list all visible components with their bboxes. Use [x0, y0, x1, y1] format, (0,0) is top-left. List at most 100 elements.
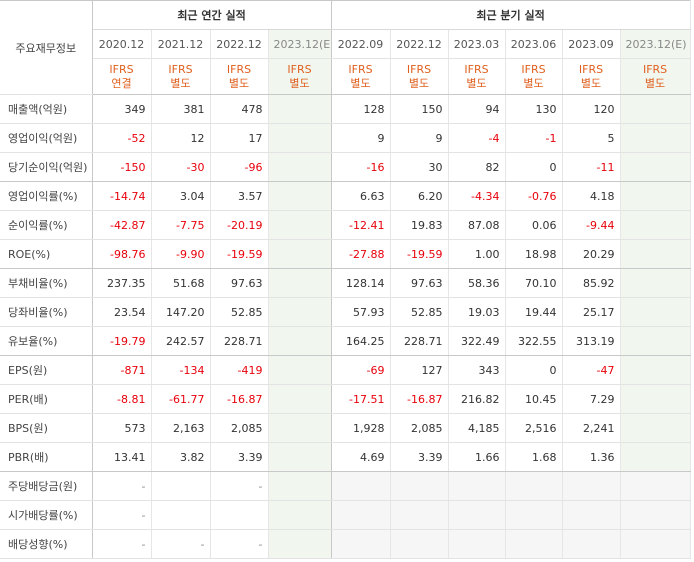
annual-value: 147.20	[151, 297, 211, 327]
annual-value: 52.85	[210, 297, 269, 327]
annual-value: 349	[92, 94, 152, 124]
quarterly-value: -4	[448, 123, 506, 153]
quarterly-empty-cell	[562, 471, 621, 501]
period-header-annual: 2021.12	[151, 29, 211, 59]
annual-value: -14.74	[92, 181, 152, 211]
quarterly-value: 128.14	[331, 268, 391, 298]
quarterly-value: 19.44	[505, 297, 563, 327]
quarterly-value: 228.71	[390, 326, 449, 356]
row-label: EPS(원)	[0, 355, 93, 385]
ifrs-basis-label: 별도	[228, 76, 250, 90]
row-label: 당좌비율(%)	[0, 297, 93, 327]
period-header-quarterly: 2023.03	[448, 29, 506, 59]
quarterly-value: 25.17	[562, 297, 621, 327]
annual-value: -20.19	[210, 210, 269, 240]
annual-value: -	[151, 529, 211, 559]
annual-value: -30	[151, 152, 211, 182]
table-row: 시가배당률(%) -	[0, 500, 691, 530]
quarterly-value	[620, 297, 691, 327]
annual-value: 242.57	[151, 326, 211, 356]
ifrs-basis-label: 별도	[350, 76, 371, 90]
row-label: 당기순이익(억원)	[0, 152, 93, 182]
annual-value: -7.75	[151, 210, 211, 240]
ifrs-basis-label: 별도	[466, 76, 487, 90]
quarterly-value: 18.98	[505, 239, 563, 269]
ifrs-basis-label: 별도	[408, 76, 430, 90]
annual-value: 2,163	[151, 413, 211, 443]
row-label: 시가배당률(%)	[0, 500, 93, 530]
period-header-annual: 2020.12	[92, 29, 152, 59]
quarterly-empty-cell	[390, 471, 449, 501]
row-label: 부채비율(%)	[0, 268, 93, 298]
annual-value: -419	[210, 355, 269, 385]
ifrs-basis-label: 별도	[523, 76, 544, 90]
table-row: 당기순이익(억원) -150 -30 -96 -16 30 82 0 -11	[0, 152, 691, 182]
ifrs-standard-label: IFRS	[578, 62, 604, 76]
annual-value	[268, 413, 332, 443]
annual-value: -	[210, 471, 269, 501]
quarterly-value: 1.36	[562, 442, 621, 472]
quarterly-empty-cell	[331, 471, 391, 501]
quarterly-value: 19.83	[390, 210, 449, 240]
quarterly-value: -9.44	[562, 210, 621, 240]
annual-value: -8.81	[92, 384, 152, 414]
annual-value: 13.41	[92, 442, 152, 472]
quarterly-value: -12.41	[331, 210, 391, 240]
annual-value: -19.79	[92, 326, 152, 356]
annual-value	[268, 442, 332, 472]
annual-value: -61.77	[151, 384, 211, 414]
annual-value	[268, 181, 332, 211]
annual-value: -	[210, 529, 269, 559]
annual-value: -19.59	[210, 239, 269, 269]
quarterly-empty-cell	[505, 529, 563, 559]
annual-value	[268, 500, 332, 530]
table-row: 순이익률(%) -42.87 -7.75 -20.19 -12.41 19.83 87.08…	[0, 210, 691, 240]
annual-value	[268, 297, 332, 327]
row-label: ROE(%)	[0, 239, 93, 269]
annual-value	[268, 239, 332, 269]
ifrs-standard-label: IFRS	[226, 62, 252, 76]
quarterly-value: 322.55	[505, 326, 563, 356]
quarterly-value: 120	[562, 94, 621, 124]
annual-title: 최근 연간 실적	[92, 0, 332, 30]
table-row: 영업이익률(%) -14.74 3.04 3.57 6.63 6.20 -4.34 -0.76…	[0, 181, 691, 211]
ifrs-basis-label: 연결	[111, 76, 132, 90]
quarterly-empty-cell	[505, 500, 563, 530]
ifrs-header: IFRS 별도	[562, 58, 621, 95]
annual-value	[268, 471, 332, 501]
quarterly-value: 7.29	[562, 384, 621, 414]
quarterly-value: 6.20	[390, 181, 449, 211]
period-header-quarterly: 2022.12	[390, 29, 449, 59]
quarterly-value	[620, 355, 691, 385]
annual-value: 3.04	[151, 181, 211, 211]
quarterly-value: -47	[562, 355, 621, 385]
period-header-quarterly: 2023.06	[505, 29, 563, 59]
ifrs-header: IFRS 별도	[390, 58, 449, 95]
ifrs-basis-label: 별도	[644, 76, 666, 90]
quarterly-value: 20.29	[562, 239, 621, 269]
period-row: 2020.12 2021.12 2022.12 2023.12(E) 2022.09 20…	[0, 29, 691, 59]
quarterly-value: 1,928	[331, 413, 391, 443]
quarterly-value: 6.63	[331, 181, 391, 211]
quarterly-value: -16	[331, 152, 391, 182]
annual-value	[268, 123, 332, 153]
ifrs-standard-label: IFRS	[109, 62, 134, 76]
quarterly-value	[620, 442, 691, 472]
table-row: 유보율(%) -19.79 242.57 228.71 164.25 228.71 322.…	[0, 326, 691, 356]
row-label: 영업이익(억원)	[0, 123, 93, 153]
quarterly-value: 0	[505, 355, 563, 385]
quarterly-value: 127	[390, 355, 449, 385]
table-row: ROE(%) -98.76 -9.90 -19.59 -27.88 -19.59 1.00 1…	[0, 239, 691, 269]
table-row: 주당배당금(원) - -	[0, 471, 691, 501]
annual-value: 381	[151, 94, 211, 124]
annual-value	[268, 384, 332, 414]
quarterly-value: 97.63	[390, 268, 449, 298]
quarterly-value: 9	[331, 123, 391, 153]
ifrs-standard-label: IFRS	[642, 62, 668, 76]
row-label: 영업이익률(%)	[0, 181, 93, 211]
quarterly-value: 0	[505, 152, 563, 182]
annual-value: 12	[151, 123, 211, 153]
table-row: BPS(원) 573 2,163 2,085 1,928 2,085 4,185 2,516 2…	[0, 413, 691, 443]
quarterly-empty-cell	[562, 500, 621, 530]
ifrs-header: IFRS 별도	[331, 58, 391, 95]
